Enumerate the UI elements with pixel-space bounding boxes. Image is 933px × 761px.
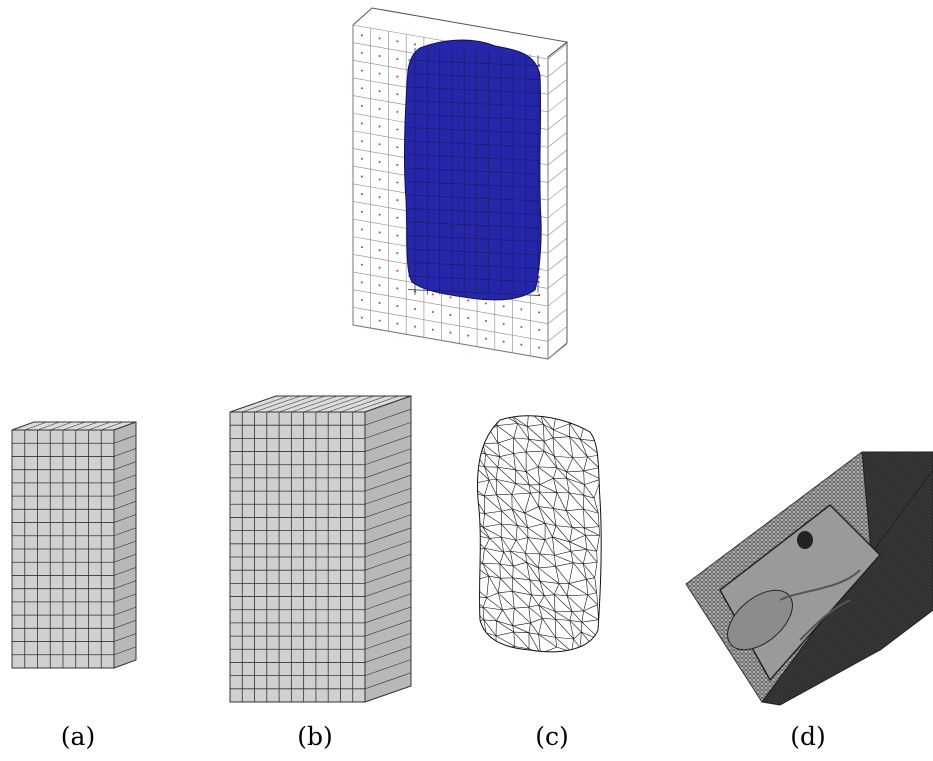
- caption-a: (a): [60, 722, 96, 751]
- caption-d: (d): [790, 722, 826, 751]
- object-grid-overlay: [407, 48, 541, 296]
- embedded-object: [404, 39, 542, 301]
- caption-b: (b): [297, 722, 333, 751]
- caption-c: (c): [535, 722, 569, 751]
- mold-cavity-mesh: [685, 451, 933, 706]
- embedded-object-in-grid: [352, 7, 569, 360]
- hex-mesh-a: [11, 421, 137, 669]
- hex-mesh-b: [229, 395, 412, 703]
- tet-surface-mesh: [477, 415, 602, 653]
